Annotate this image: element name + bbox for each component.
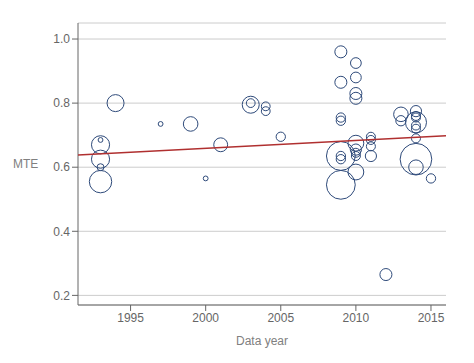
svg-text:0.6: 0.6: [53, 160, 70, 174]
svg-text:0.2: 0.2: [53, 289, 70, 303]
svg-text:1995: 1995: [117, 311, 144, 325]
svg-text:2000: 2000: [192, 311, 219, 325]
svg-text:1.0: 1.0: [53, 32, 70, 46]
svg-text:2010: 2010: [343, 311, 370, 325]
svg-text:0.8: 0.8: [53, 96, 70, 110]
svg-text:MTE: MTE: [13, 157, 38, 171]
svg-text:2005: 2005: [267, 311, 294, 325]
svg-text:Data year: Data year: [236, 334, 288, 348]
svg-text:0.4: 0.4: [53, 225, 70, 239]
svg-text:2015: 2015: [418, 311, 445, 325]
